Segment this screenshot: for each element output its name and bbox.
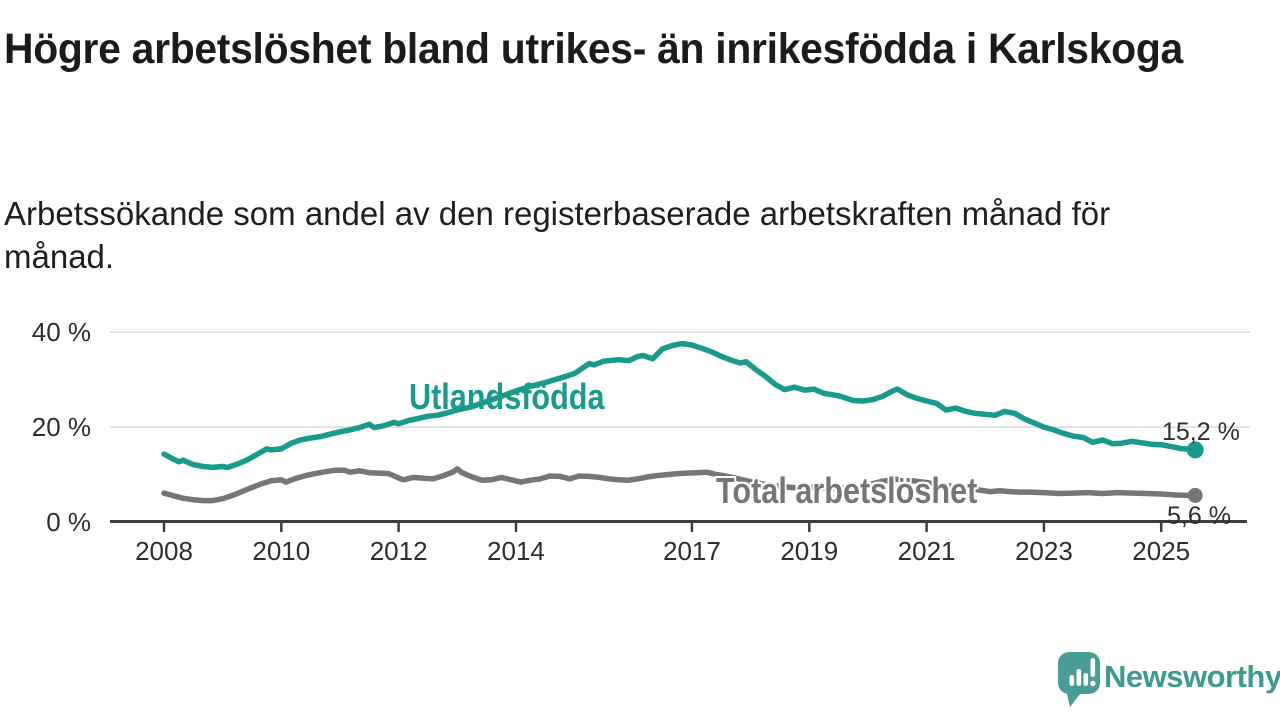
end-value-total: 5,6 %	[1167, 502, 1231, 530]
series-end-dot	[1187, 487, 1203, 503]
series-label-total-arbetsloshet: Total arbetslöshet	[716, 470, 978, 511]
x-axis-tick-label: 2010	[252, 536, 311, 566]
y-axis-tick-label: 40 %	[31, 317, 91, 348]
x-axis-tick-label: 2025	[1132, 536, 1191, 566]
series-line	[161, 340, 1198, 471]
series-end-dot	[1186, 441, 1204, 459]
newsworthy-logo-icon	[1058, 652, 1100, 707]
newsworthy-logo-text: Newsworthy	[1104, 659, 1280, 694]
x-axis-tick-label: 2008	[135, 536, 193, 566]
x-axis-tick-label: 2019	[780, 536, 839, 566]
x-axis-tick-label: 2021	[897, 536, 956, 566]
x-axis-tick-label: 2017	[663, 536, 721, 566]
series-line	[161, 466, 1198, 504]
x-axis-tick-label: 2023	[1014, 536, 1073, 566]
x-axis-tick-label: 2012	[369, 536, 428, 566]
x-axis-tick-label: 2014	[487, 536, 545, 566]
y-axis-tick-label: 0 %	[46, 507, 91, 537]
page-title: Högre arbetslöshet bland utrikes- än inr…	[4, 25, 1183, 73]
subtitle-line-2: månad.	[4, 238, 115, 275]
page-subtitle: Arbetssökande som andel av den registerb…	[4, 192, 1110, 278]
newsworthy-logo[interactable]: Newsworthy	[1056, 650, 1280, 712]
subtitle-line-1: Arbetssökande som andel av den registerb…	[4, 195, 1111, 232]
end-value-utlandsfodda: 15,2 %	[1162, 418, 1240, 446]
series-label-utlandsfodda: Utlandsfödda	[409, 376, 605, 417]
y-axis-tick-label: 20 %	[31, 412, 91, 443]
